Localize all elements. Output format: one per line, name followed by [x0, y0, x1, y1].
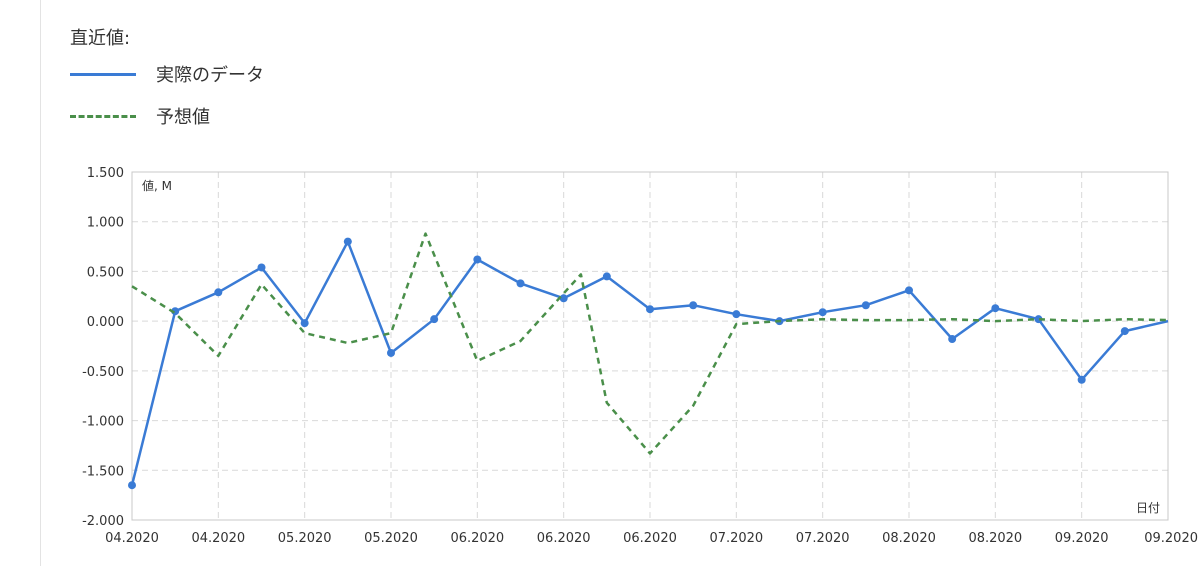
data-point[interactable] [948, 335, 957, 344]
data-point[interactable] [214, 288, 223, 297]
legend-swatch-dashed-line-icon [70, 114, 136, 118]
data-point[interactable] [1034, 315, 1043, 324]
legend-swatch-solid-line-icon [70, 72, 136, 76]
data-point[interactable] [905, 286, 913, 295]
page-left-border [40, 0, 41, 566]
x-axis-label: 日付 [1136, 501, 1160, 515]
data-point[interactable] [300, 319, 309, 328]
data-point[interactable] [516, 279, 525, 288]
x-axis-ticks: 04.2020 04.2020 05.2020 05.2020 06.2020 06.20… [105, 531, 1198, 546]
data-point[interactable] [128, 481, 136, 490]
legend-label-forecast: 予想値 [156, 107, 210, 128]
legend-title: 直近値: [70, 28, 131, 49]
legend-label-actual: 実際のデータ [156, 65, 264, 86]
data-point[interactable] [387, 348, 395, 357]
x-tick-label: 08.2020 [882, 531, 936, 546]
data-point[interactable] [343, 237, 352, 246]
y-tick-label: -2.000 [82, 514, 124, 529]
y-tick-label: 0.000 [87, 315, 124, 330]
data-point[interactable] [430, 315, 439, 324]
x-tick-label: 09.2020 [1144, 531, 1198, 546]
legend-item-actual[interactable]: 実際のデータ [70, 62, 264, 86]
data-point[interactable] [689, 301, 698, 310]
y-tick-label: 1.000 [87, 216, 124, 231]
series-layer [128, 232, 1169, 490]
data-point[interactable] [1077, 375, 1086, 384]
x-tick-label: 04.2020 [105, 531, 159, 546]
data-point[interactable] [473, 255, 482, 264]
data-point[interactable] [602, 272, 611, 281]
series-line-forecast [131, 232, 1169, 455]
y-tick-label: -0.500 [82, 365, 124, 380]
x-tick-label: 07.2020 [709, 531, 763, 546]
y-axis-label: 値, M [142, 178, 172, 193]
x-tick-label: 05.2020 [364, 531, 418, 546]
data-point[interactable] [1120, 327, 1129, 336]
data-point[interactable] [861, 301, 870, 310]
data-point[interactable] [991, 304, 1000, 313]
x-tick-label: 06.2020 [450, 531, 504, 546]
y-axis-ticks: 1.500 1.000 0.500 0.000 -0.500 -1.000 -1.500 -2… [82, 166, 124, 529]
x-tick-label: 07.2020 [796, 531, 850, 546]
x-tick-label: 09.2020 [1055, 531, 1109, 546]
data-point[interactable] [646, 305, 654, 314]
x-tick-label: 06.2020 [537, 531, 591, 546]
plot-frame [131, 171, 1169, 521]
data-point[interactable] [559, 294, 568, 303]
x-tick-label: 08.2020 [968, 531, 1022, 546]
y-tick-label: 1.500 [87, 166, 124, 181]
y-tick-label: -1.500 [82, 464, 124, 479]
legend-item-forecast[interactable]: 予想値 [70, 104, 210, 128]
data-point[interactable] [257, 263, 266, 272]
chart-grid [131, 171, 1169, 521]
x-tick-label: 06.2020 [623, 531, 677, 546]
data-point[interactable] [732, 310, 741, 319]
data-point[interactable] [818, 308, 827, 317]
y-tick-label: -1.000 [82, 415, 124, 430]
y-tick-label: 0.500 [87, 265, 124, 280]
x-tick-label: 05.2020 [278, 531, 332, 546]
x-tick-label: 04.2020 [191, 531, 245, 546]
